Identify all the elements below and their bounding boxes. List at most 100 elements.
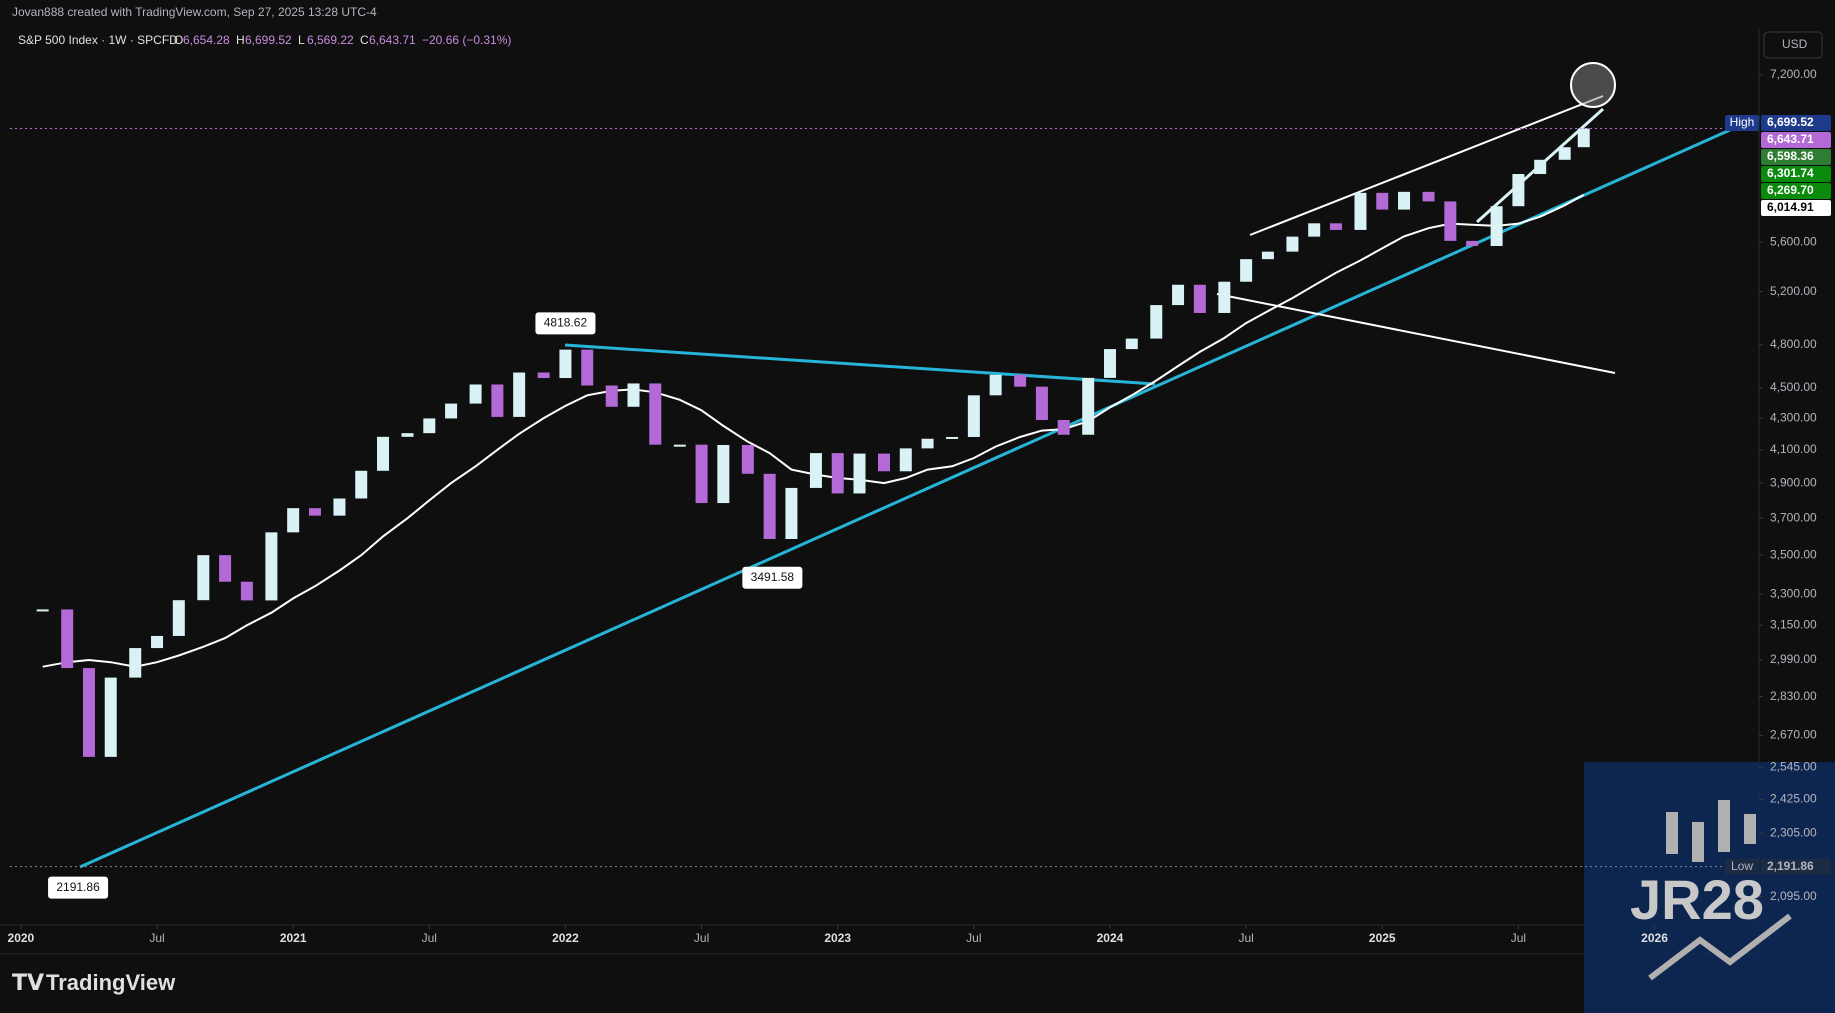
candle [469, 384, 482, 404]
annotation-label: 3491.58 [751, 570, 795, 584]
y-tick-label: 2,425.00 [1770, 792, 1817, 806]
candle [1150, 305, 1163, 339]
price-label-text: 6,699.52 [1767, 115, 1814, 129]
candle [1057, 419, 1070, 435]
candle [809, 453, 822, 488]
y-tick-label: 3,150.00 [1770, 617, 1817, 631]
candle [355, 470, 368, 499]
y-tick-label: 4,300.00 [1770, 410, 1817, 424]
symbol: S&P 500 Index · 1W · SPCFD [18, 33, 178, 47]
candle [513, 372, 526, 417]
candle [151, 635, 164, 649]
price-tag-text: Low [1731, 859, 1753, 873]
annotation-label: 2191.86 [56, 880, 100, 894]
candle [333, 498, 346, 516]
ohlc-value: 6,643.71 [369, 33, 416, 47]
candle [1577, 128, 1590, 148]
candle [240, 581, 253, 601]
trendline [79, 115, 1760, 869]
x-tick-label: Jul [1511, 931, 1526, 945]
candle [741, 444, 754, 474]
candle [537, 372, 550, 379]
y-tick-label: 2,095.00 [1770, 889, 1817, 903]
annotation-box [48, 876, 109, 899]
candle [581, 349, 594, 386]
candle [989, 374, 1002, 396]
x-tick-label: Jul [694, 931, 709, 945]
x-tick-label: Jul [422, 931, 437, 945]
candle [695, 444, 708, 504]
candle [967, 395, 980, 437]
price-label [1761, 131, 1831, 148]
candle [219, 555, 232, 582]
x-tick-label: 2022 [552, 931, 579, 945]
y-tick-label: 4,500.00 [1770, 380, 1817, 394]
candle [1422, 191, 1435, 202]
y-tick-label: 2,670.00 [1770, 728, 1817, 742]
price-label-text: 6,269.70 [1767, 183, 1814, 197]
candle [82, 668, 95, 757]
y-tick-label: 7,200.00 [1770, 67, 1817, 81]
candle [1558, 147, 1571, 160]
x-tick-label: Jul [1238, 931, 1253, 945]
candle [1286, 236, 1299, 252]
footer-logo: 𝗧𝗩 [12, 970, 44, 995]
candle [1512, 174, 1525, 207]
price-label-text: 6,643.71 [1767, 132, 1814, 146]
ohlc-key: L [298, 33, 305, 47]
x-tick-label: 2023 [824, 931, 851, 945]
y-tick-label: 2,545.00 [1770, 759, 1817, 773]
candle [1193, 284, 1206, 313]
candle [1534, 159, 1547, 175]
ohlc-key: C [360, 33, 369, 47]
x-tick-label: 2026 [1641, 931, 1668, 945]
candle [377, 436, 390, 471]
y-tick-label: 3,500.00 [1770, 547, 1817, 561]
footer-brand: TradingView [46, 970, 176, 995]
price-label [1761, 148, 1831, 165]
candle [265, 532, 278, 601]
candle [673, 444, 686, 447]
candle [1172, 284, 1185, 306]
candle [287, 508, 300, 533]
candle [1103, 349, 1116, 378]
x-tick-label: 2024 [1097, 931, 1124, 945]
candle [853, 453, 866, 494]
price-label-text: 6,598.36 [1767, 149, 1814, 163]
candle [1218, 281, 1231, 313]
y-tick-label: 5,600.00 [1770, 234, 1817, 248]
candle [717, 444, 730, 504]
candle [878, 453, 890, 472]
y-tick-label: 2,830.00 [1770, 689, 1817, 703]
change: −20.66 (−0.31%) [422, 33, 511, 47]
x-tick-label: 2020 [8, 931, 35, 945]
candle [129, 648, 142, 678]
currency: USD [1782, 37, 1808, 51]
candle [308, 508, 321, 516]
price-label-text: 6,301.74 [1767, 166, 1814, 180]
candle [831, 453, 844, 494]
watermark: JR28 [1584, 762, 1835, 1013]
candle [1398, 191, 1411, 210]
candle [1376, 192, 1389, 210]
candle [197, 555, 210, 601]
annotation-box [742, 566, 803, 589]
target-circle [1570, 62, 1616, 108]
currency-button[interactable] [1763, 31, 1823, 59]
ohlc-value: 6,569.22 [307, 33, 354, 47]
candle [605, 385, 618, 407]
y-tick-label: 3,700.00 [1770, 510, 1817, 524]
candle [1082, 377, 1095, 435]
candle [491, 384, 504, 417]
candle [1444, 201, 1457, 241]
candle [445, 403, 458, 419]
watermark-box [1584, 762, 1835, 1013]
candle [627, 383, 640, 407]
candle [1329, 223, 1342, 230]
channel-line [1249, 95, 1604, 236]
price-tag-text: High [1730, 115, 1755, 129]
price-label [1761, 199, 1831, 216]
ohlc-key: O [174, 33, 183, 47]
annotation-label: 4818.62 [544, 316, 588, 330]
